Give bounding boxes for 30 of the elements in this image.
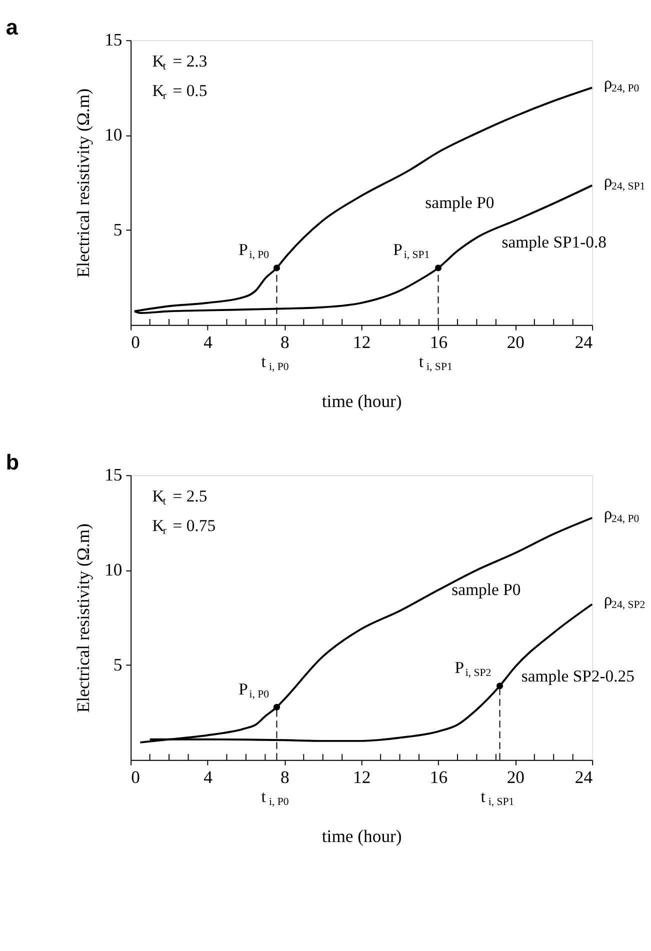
y-axis-title: Electrical resistivity (Ω.m) bbox=[72, 88, 93, 278]
x-tick-label: 8 bbox=[280, 332, 290, 352]
x-tick-label: 24 bbox=[574, 332, 593, 352]
y-tick-label: 5 bbox=[113, 219, 122, 240]
x-tick-label: 20 bbox=[506, 332, 525, 352]
y-tick-label: 15 bbox=[104, 464, 122, 485]
annotation: sample SP1-0.8 bbox=[502, 232, 607, 252]
annotation: sample SP2-0.25 bbox=[521, 666, 634, 686]
y-tick-label: 10 bbox=[104, 559, 122, 580]
x-tick-label: 20 bbox=[506, 766, 525, 787]
x-axis-title: time (hour) bbox=[322, 390, 402, 411]
x-tick-label: 0 bbox=[131, 766, 140, 787]
y-tick-label: 5 bbox=[113, 654, 122, 674]
x-tick-label: 12 bbox=[353, 766, 371, 787]
chart-title: b bbox=[6, 449, 20, 474]
x-tick-label: 16 bbox=[430, 766, 448, 787]
x-tick-label: 4 bbox=[204, 766, 213, 787]
y-tick-label: 15 bbox=[104, 30, 122, 50]
x-axis-title: time (hour) bbox=[322, 826, 402, 846]
x-tick-label: 4 bbox=[204, 332, 213, 352]
annotation: sample P0 bbox=[452, 580, 521, 599]
x-tick-label: 0 bbox=[131, 332, 140, 352]
x-tick-label: 16 bbox=[430, 332, 448, 352]
x-tick-label: 12 bbox=[353, 332, 371, 352]
chart-title: a bbox=[6, 14, 19, 40]
annotation: sample P0 bbox=[425, 193, 494, 212]
y-tick-label: 10 bbox=[104, 124, 122, 144]
y-axis-title: Electrical resistivity (Ω.m) bbox=[72, 523, 93, 713]
x-tick-label: 8 bbox=[280, 766, 290, 787]
x-tick-label: 24 bbox=[574, 766, 593, 787]
